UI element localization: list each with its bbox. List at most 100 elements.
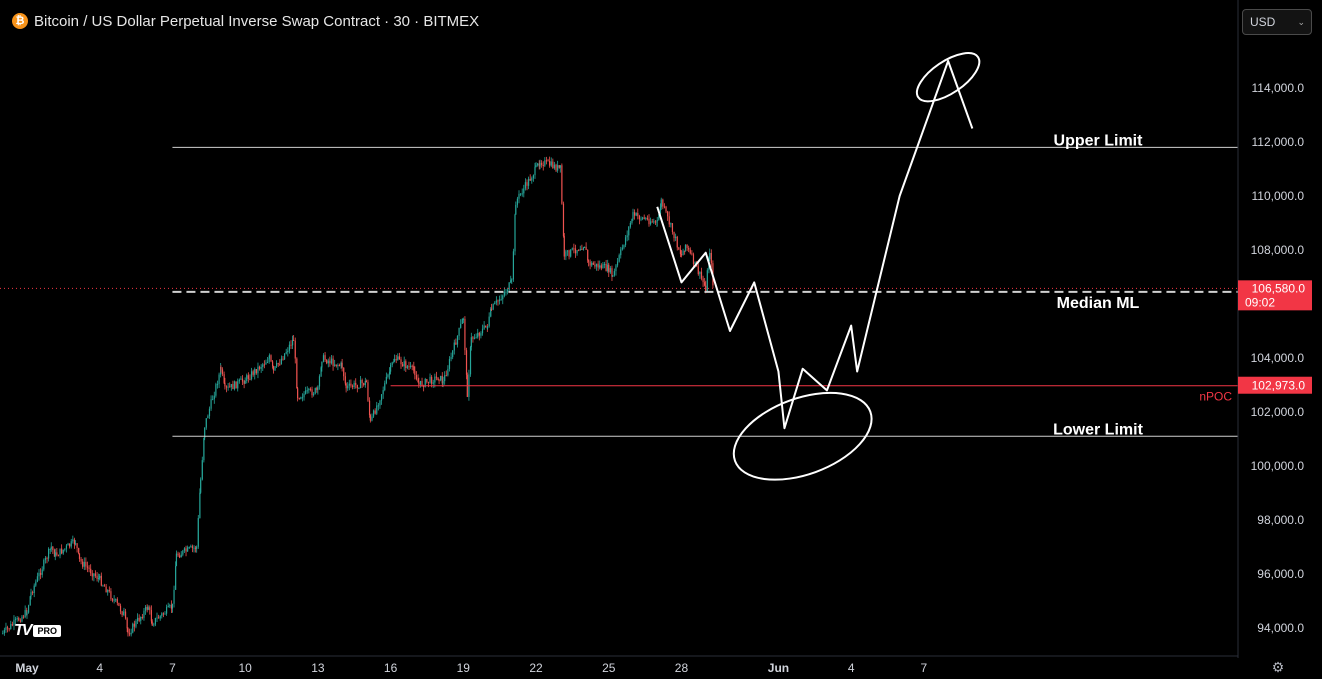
- candle-body: [495, 300, 497, 303]
- candle-body: [99, 575, 101, 578]
- candle-body: [380, 394, 383, 401]
- candle-body: [579, 249, 581, 251]
- candle-body: [709, 252, 711, 260]
- candle-body: [492, 304, 494, 310]
- candle-body: [494, 302, 496, 305]
- candle-body: [98, 577, 100, 579]
- candle-body: [306, 390, 308, 392]
- candle-body: [566, 250, 569, 252]
- candle-body: [385, 376, 387, 384]
- candle-body: [287, 350, 289, 353]
- candle-body: [613, 271, 615, 276]
- candle-body: [539, 162, 541, 167]
- candle-body: [576, 250, 578, 254]
- candle-body: [555, 164, 557, 171]
- candle-body: [38, 572, 40, 577]
- candle-body: [205, 418, 207, 428]
- candle-body: [314, 388, 316, 394]
- candle-body: [623, 245, 625, 248]
- candle-body: [549, 160, 551, 166]
- candle-body: [452, 350, 454, 358]
- candle-body: [620, 249, 622, 256]
- candle-body: [478, 332, 480, 336]
- candle-body: [469, 347, 472, 375]
- candle-body: [272, 366, 274, 371]
- candle-body: [511, 279, 513, 281]
- candle-body: [597, 263, 599, 268]
- candle-body: [547, 160, 549, 162]
- candle-body: [700, 271, 703, 279]
- candle-body: [429, 376, 431, 383]
- candle-body: [434, 376, 436, 383]
- candle-body: [689, 249, 691, 254]
- candle-body: [475, 337, 477, 339]
- candle-body: [263, 364, 265, 366]
- candle-body: [704, 282, 706, 286]
- candle-body: [290, 344, 292, 346]
- candle-body: [329, 360, 331, 364]
- price-scale[interactable]: [1238, 0, 1322, 658]
- chevron-down-icon: ⌄: [1297, 16, 1305, 27]
- candle-body: [337, 365, 339, 367]
- tradingview-logo[interactable]: TV PRO: [14, 622, 61, 640]
- candle-body: [414, 370, 416, 375]
- candle-body: [272, 361, 274, 367]
- candle-body: [635, 213, 637, 216]
- candle-body: [169, 605, 171, 607]
- candle-body: [175, 553, 178, 566]
- price-tick-label: 96,000.0: [1257, 567, 1304, 581]
- symbol-title[interactable]: Bitcoin / US Dollar Perpetual Inverse Sw…: [34, 12, 480, 30]
- candle-body: [124, 611, 127, 619]
- candle-body: [621, 247, 623, 250]
- candle-body: [372, 410, 375, 417]
- candle-body: [464, 318, 466, 351]
- candle-body: [532, 175, 534, 179]
- candle-body: [615, 265, 617, 272]
- candle-body: [626, 235, 628, 238]
- candle-body: [691, 253, 693, 255]
- time-tick-label: 7: [921, 661, 928, 675]
- candle-body: [330, 358, 333, 364]
- candle-body: [252, 371, 254, 375]
- chart-header: ₿ Bitcoin / US Dollar Perpetual Inverse …: [12, 10, 479, 32]
- candle-body: [180, 554, 182, 558]
- candle-body: [105, 586, 107, 593]
- candle-body: [369, 415, 371, 421]
- candle-body: [523, 188, 525, 194]
- candle-body: [497, 300, 499, 302]
- candle-body: [444, 375, 446, 382]
- candle-body: [545, 160, 548, 162]
- candle-body: [298, 398, 300, 400]
- candle-body: [537, 163, 539, 166]
- candle-body: [46, 557, 48, 559]
- candle-body: [347, 385, 349, 389]
- candle-body: [318, 376, 321, 387]
- candle-body: [410, 365, 412, 368]
- candle-body: [123, 611, 125, 613]
- candle-body: [188, 547, 190, 549]
- candle-body: [402, 364, 404, 367]
- candle-body: [297, 388, 299, 399]
- candle-body: [48, 549, 50, 559]
- candle-body: [83, 561, 85, 567]
- time-tick-label: 28: [675, 661, 689, 675]
- candle-body: [670, 223, 672, 225]
- candle-body: [643, 217, 645, 219]
- candle-body: [191, 546, 194, 548]
- candle-body: [699, 271, 701, 275]
- candle-body: [676, 236, 678, 248]
- candle-body: [324, 355, 326, 360]
- candle-body: [445, 375, 447, 377]
- candle-body: [660, 199, 662, 208]
- candle-body: [153, 624, 155, 626]
- candle-body: [376, 405, 378, 414]
- candle-body: [100, 575, 102, 586]
- candle-body: [164, 613, 166, 615]
- candle-body: [78, 553, 81, 559]
- candle-body: [65, 545, 68, 549]
- currency-selector[interactable]: USD ⌄: [1242, 9, 1312, 35]
- gear-icon[interactable]: ⚙: [1271, 658, 1285, 675]
- candle-body: [665, 206, 667, 212]
- candle-body: [19, 620, 21, 622]
